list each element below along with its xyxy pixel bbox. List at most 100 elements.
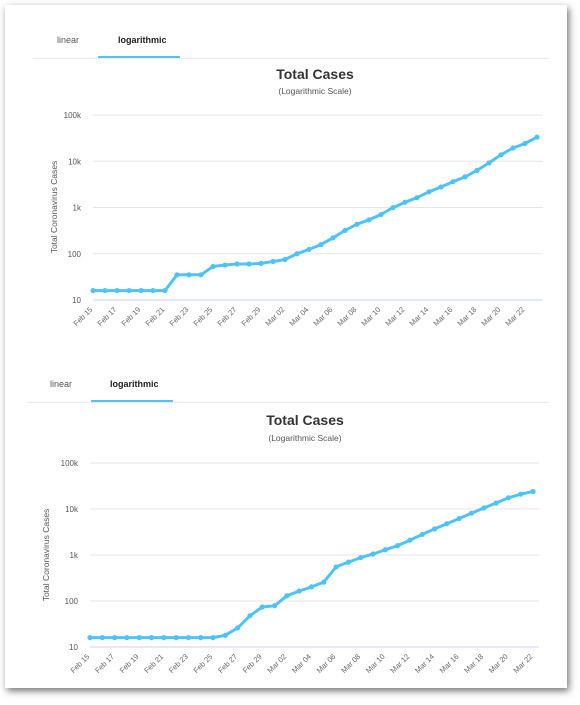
data-point[interactable] [173,635,179,641]
data-point[interactable] [407,537,413,543]
data-point[interactable] [87,635,93,641]
x-tick-label: Mar 22 [504,305,527,328]
data-point[interactable] [270,258,276,265]
tab-linear[interactable]: linear [57,35,80,45]
data-point[interactable] [112,635,118,641]
data-point[interactable] [271,603,278,609]
y-tick-label: 10k [65,505,79,514]
data-point[interactable] [308,584,315,590]
data-point[interactable] [345,559,352,565]
data-point[interactable] [354,221,360,227]
data-point[interactable] [186,272,192,278]
data-point[interactable] [222,262,228,268]
data-point[interactable] [282,256,288,263]
tab-logarithmic[interactable]: logarithmic [110,379,159,389]
data-point[interactable] [210,263,216,270]
data-point[interactable] [456,515,462,522]
data-point[interactable] [474,167,480,173]
x-tick-label: Feb 29 [241,652,264,675]
data-point[interactable] [518,491,524,497]
data-point[interactable] [90,287,96,294]
data-point[interactable] [174,272,180,278]
data-point[interactable] [493,500,499,506]
data-point[interactable] [431,526,438,532]
tab-linear[interactable]: linear [50,379,73,389]
data-point[interactable] [210,635,216,641]
data-point[interactable] [486,160,492,166]
data-point[interactable] [510,145,516,151]
data-point[interactable] [234,261,240,267]
data-point[interactable] [419,531,425,538]
data-point[interactable] [235,625,241,631]
data-point[interactable] [246,261,252,267]
data-point[interactable] [330,235,336,241]
data-point[interactable] [468,510,475,516]
y-tick-label: 100k [61,459,79,468]
y-axis-ticks: 10 100 1k 10k 100k [61,459,79,652]
data-point[interactable] [522,140,528,147]
data-point[interactable] [258,260,264,266]
data-point[interactable] [294,251,300,257]
x-tick-label: Mar 18 [462,652,485,675]
data-point[interactable] [198,635,204,641]
data-point[interactable] [114,287,120,294]
data-point[interactable] [342,227,348,234]
series-line [91,135,539,293]
data-point[interactable] [390,205,396,211]
data-point[interactable] [161,635,167,641]
grid [90,462,539,648]
data-point[interactable] [438,184,444,190]
data-point[interactable] [306,246,312,253]
data-point[interactable] [333,564,339,570]
data-point[interactable] [102,287,108,294]
data-point[interactable] [505,495,511,501]
data-point[interactable] [162,287,168,294]
data-point[interactable] [148,635,155,641]
data-point[interactable] [450,179,456,185]
data-point[interactable] [296,588,302,594]
data-point[interactable] [99,635,105,641]
x-tick-label: Feb 15 [69,652,92,675]
data-point[interactable] [462,174,468,180]
x-tick-label: Feb 23 [168,305,191,328]
x-tick-label: Feb 21 [142,652,165,675]
data-point[interactable] [136,635,142,641]
data-point[interactable] [222,632,228,638]
chart-svg: Total Cases (Logarithmic Scale) Total Co… [49,66,543,328]
data-point[interactable] [378,211,384,218]
y-tick-label: 1k [70,551,79,560]
data-point[interactable] [138,287,144,294]
data-point[interactable] [370,551,376,557]
data-point[interactable] [402,199,408,205]
data-point[interactable] [395,543,401,549]
x-tick-label: Mar 20 [480,305,503,328]
active-tab-indicator [98,56,180,59]
tab-logarithmic[interactable]: logarithmic [118,35,167,45]
data-point[interactable] [259,604,265,610]
data-point[interactable] [414,195,420,201]
data-point[interactable] [426,189,432,195]
active-tab-indicator [91,400,173,403]
data-point[interactable] [126,287,132,294]
chart-panel-1: linear logarithmic Total Cases (Logarith… [5,5,567,345]
x-tick-label: Mar 06 [312,305,335,328]
y-tick-label: 10 [72,296,81,305]
data-point[interactable] [150,287,156,294]
x-tick-label: Mar 02 [265,652,288,675]
data-point[interactable] [124,635,130,641]
data-point[interactable] [198,272,204,278]
data-point[interactable] [382,547,388,553]
data-point[interactable] [318,241,324,248]
data-point[interactable] [358,554,364,561]
y-axis-label: Total Coronavirus Cases [41,509,51,602]
data-point[interactable] [366,217,372,223]
data-point[interactable] [481,505,487,511]
data-point[interactable] [534,134,540,140]
data-point[interactable] [321,579,327,585]
data-point[interactable] [284,593,290,599]
data-point[interactable] [247,613,253,619]
data-point[interactable] [498,152,504,158]
data-point[interactable] [444,521,450,527]
data-point[interactable] [185,635,192,641]
data-point[interactable] [530,488,536,495]
